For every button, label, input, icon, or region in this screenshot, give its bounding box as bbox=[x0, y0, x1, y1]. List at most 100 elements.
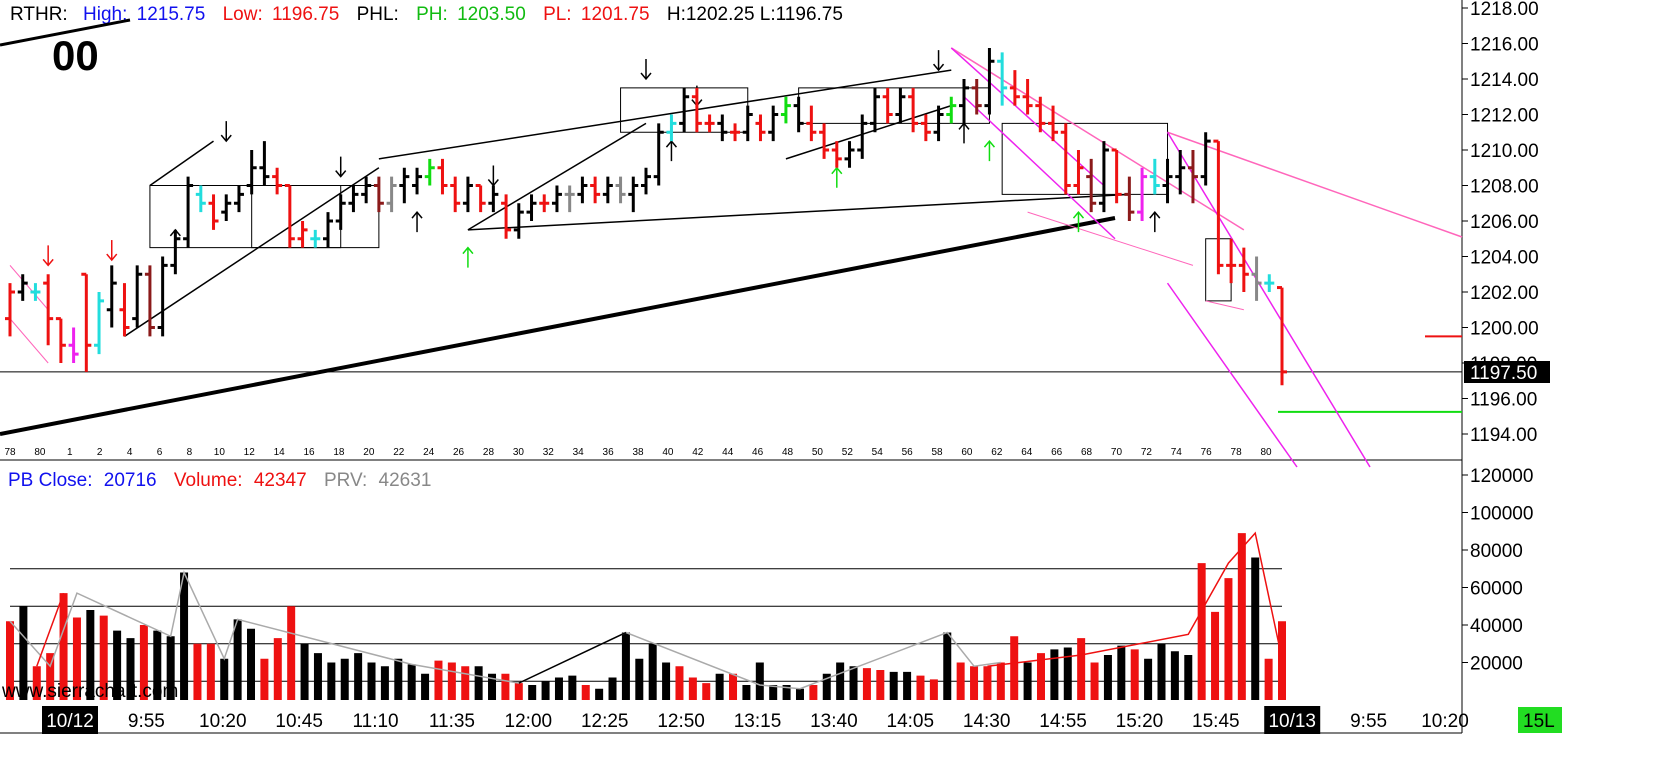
ohlc-bar bbox=[997, 52, 1008, 106]
volume-bar bbox=[595, 688, 604, 700]
bar-index-label: 64 bbox=[1021, 447, 1033, 458]
volume-bar bbox=[729, 673, 738, 700]
interval-badge[interactable]: 15L bbox=[1523, 711, 1555, 732]
ohlc-bar bbox=[653, 123, 664, 186]
ohlc-bar bbox=[742, 105, 753, 142]
ohlc-bar bbox=[577, 176, 588, 204]
ohlc-bar bbox=[1175, 150, 1186, 195]
ohlc-bar bbox=[437, 158, 448, 195]
volume-bar bbox=[862, 668, 871, 700]
price-axis: 1218.00 1216.00 1214.00 1212.00 1210.00 1208.… bbox=[1462, 0, 1539, 446]
high-value: 1215.75 bbox=[137, 4, 206, 25]
price-axis-label: 1204.00 bbox=[1470, 248, 1539, 269]
ohlc-bar bbox=[844, 141, 855, 168]
pb-close-label: PB Close: bbox=[8, 470, 92, 491]
volume-bar bbox=[1117, 645, 1126, 700]
bar-index-label: 28 bbox=[483, 447, 495, 458]
ohlc-bar bbox=[895, 87, 906, 124]
up-arrow-signal bbox=[1072, 210, 1085, 233]
ohlc-bar bbox=[221, 194, 232, 221]
bar-index-label: 74 bbox=[1171, 447, 1183, 458]
arrow-head bbox=[1149, 210, 1161, 219]
ohlc-bar bbox=[55, 317, 66, 363]
volume-bar bbox=[608, 677, 617, 700]
volume-bar bbox=[1264, 658, 1273, 700]
volume-axis: 120000 100000 80000 60000 40000 20000 bbox=[1462, 466, 1533, 675]
volume-bar bbox=[6, 621, 14, 700]
volume-bar bbox=[461, 666, 470, 700]
volume-bar bbox=[488, 673, 497, 700]
volume-bar bbox=[19, 606, 28, 700]
volume-bar bbox=[1023, 662, 1032, 700]
volume-bar bbox=[956, 662, 965, 700]
ohlc-bar bbox=[373, 176, 384, 213]
volume-bar bbox=[1090, 662, 1099, 700]
ohlc-bar bbox=[361, 176, 372, 204]
volume-bar bbox=[380, 666, 389, 700]
ohlc-bar bbox=[1213, 139, 1224, 275]
ohlc-bar bbox=[399, 167, 410, 204]
ohlc-bar bbox=[539, 194, 550, 213]
bar-index-label: 22 bbox=[393, 447, 405, 458]
ohlc-bar bbox=[615, 176, 626, 204]
price-axis-label: 1212.00 bbox=[1470, 106, 1539, 127]
ohlc-bar bbox=[1238, 247, 1249, 292]
ohlc-bar bbox=[590, 176, 601, 204]
price-axis-label: 1200.00 bbox=[1470, 319, 1539, 340]
ohlc-bar bbox=[1137, 167, 1148, 221]
arrow-head bbox=[335, 170, 347, 178]
time-axis-label: 11:10 bbox=[352, 711, 398, 732]
time-axis-label: 10:20 bbox=[1421, 711, 1469, 732]
trendline-rising-6 bbox=[378, 69, 952, 160]
price-axis-label: 1210.00 bbox=[1470, 141, 1539, 162]
ohlc-bar bbox=[132, 265, 143, 328]
ohlc-bar bbox=[768, 105, 779, 142]
volume-bar bbox=[113, 630, 122, 700]
volume-bar bbox=[1170, 651, 1179, 700]
phl-label: PHL: bbox=[357, 4, 399, 25]
bar-index-label: 58 bbox=[931, 447, 943, 458]
low-label: Low: bbox=[223, 4, 263, 25]
volume-bar bbox=[1278, 621, 1286, 700]
bar-index-label: 12 bbox=[244, 447, 256, 458]
volume-bar bbox=[916, 675, 925, 700]
volume-bar bbox=[554, 677, 563, 700]
volume-bar bbox=[715, 673, 724, 700]
ohlc-bar bbox=[488, 185, 499, 213]
ohlc-bar bbox=[819, 123, 830, 159]
bar-index-label: 76 bbox=[1201, 447, 1213, 458]
trendline-rising-5 bbox=[149, 140, 214, 187]
bar-index-label: 78 bbox=[1231, 447, 1243, 458]
svg-text:RTHR: High: 1215.7: RTHR: High: 1215.75 Low: 1196.75 PHL: PH… bbox=[10, 4, 843, 25]
bar-counter: 00 bbox=[52, 32, 99, 79]
ohlc-bar bbox=[412, 167, 423, 195]
volume-bar bbox=[1050, 649, 1059, 700]
bar-index-label: 66 bbox=[1051, 447, 1063, 458]
ohlc-bar bbox=[284, 184, 295, 248]
ohlc-bar bbox=[119, 283, 130, 337]
low-value: 1196.75 bbox=[272, 4, 339, 25]
trendline-top-left bbox=[0, 18, 131, 47]
volume-bar bbox=[247, 628, 256, 700]
interval-badge-bg[interactable] bbox=[1518, 707, 1562, 733]
volume-bar bbox=[662, 662, 671, 700]
major-trendline bbox=[0, 216, 1116, 436]
volume-bar bbox=[126, 638, 135, 700]
bar-index-label: 10 bbox=[214, 447, 226, 458]
ohlc-bar bbox=[602, 176, 613, 204]
bar-index-label: 42 bbox=[692, 447, 704, 458]
volume-bar bbox=[849, 666, 858, 700]
volume-bar bbox=[474, 666, 483, 700]
volume-bar bbox=[514, 683, 523, 700]
bar-index-label: 4 bbox=[127, 447, 133, 458]
ohlc-bar bbox=[908, 87, 919, 133]
arrow-head bbox=[106, 253, 118, 262]
volume-axis-label: 100000 bbox=[1470, 504, 1533, 525]
volume-bars bbox=[6, 533, 1286, 700]
volume-bar bbox=[903, 671, 912, 700]
time-axis-label: 9:55 bbox=[128, 711, 165, 732]
ohlc-bar bbox=[43, 274, 54, 346]
ohlc-bar bbox=[1251, 256, 1262, 301]
pink-channel-left-top bbox=[9, 265, 49, 311]
